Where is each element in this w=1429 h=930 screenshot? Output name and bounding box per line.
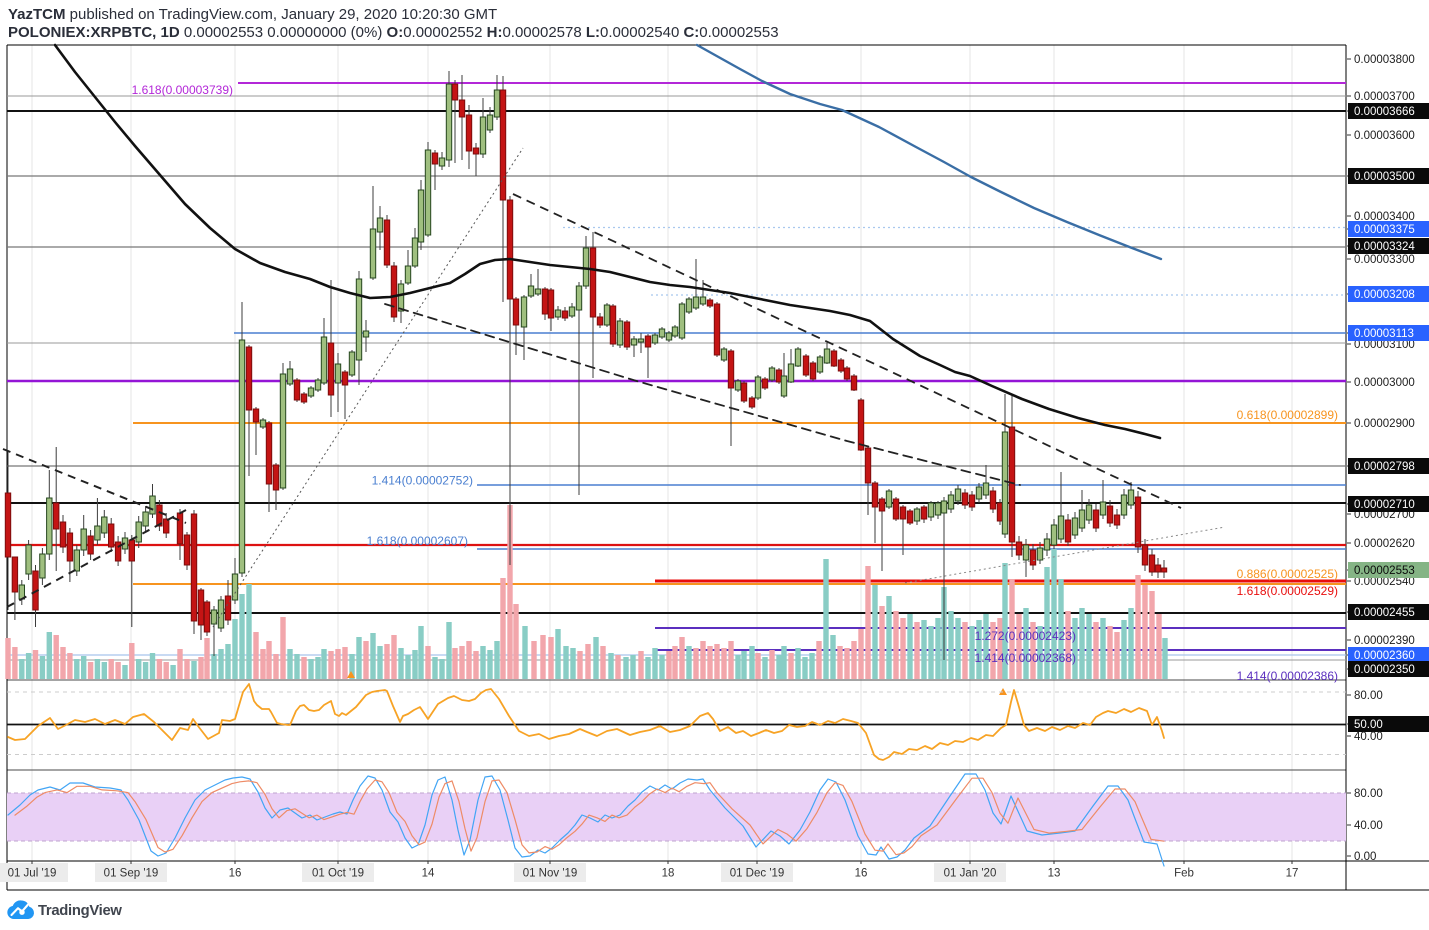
svg-text:0.00002455: 0.00002455 bbox=[1354, 607, 1415, 619]
svg-text:POLONIEX:XRPBTC, 1D 0.0000255: POLONIEX:XRPBTC, 1D 0.00002553 0.0000000… bbox=[8, 24, 779, 41]
svg-text:01 Dec '19: 01 Dec '19 bbox=[730, 868, 785, 880]
svg-text:16: 16 bbox=[229, 868, 242, 880]
svg-text:0.00002350: 0.00002350 bbox=[1354, 664, 1415, 676]
svg-text:13: 13 bbox=[1048, 868, 1061, 880]
svg-text:0.00003700: 0.00003700 bbox=[1354, 91, 1415, 103]
svg-text:14: 14 bbox=[422, 868, 435, 880]
svg-text:40.00: 40.00 bbox=[1354, 731, 1383, 743]
svg-text:50.00: 50.00 bbox=[1354, 719, 1383, 731]
svg-text:1.414(0.00002752): 1.414(0.00002752) bbox=[372, 474, 473, 488]
svg-text:1.618(0.00003739): 1.618(0.00003739) bbox=[132, 83, 233, 97]
svg-text:YazTCM published on TradingVie: YazTCM published on TradingView.com, Jan… bbox=[8, 6, 497, 23]
svg-text:0.00002540: 0.00002540 bbox=[1354, 576, 1415, 588]
svg-text:0.618(0.00002899): 0.618(0.00002899) bbox=[1237, 408, 1338, 422]
svg-text:17: 17 bbox=[1286, 868, 1299, 880]
svg-text:16: 16 bbox=[855, 868, 868, 880]
svg-text:0.00002360: 0.00002360 bbox=[1354, 650, 1415, 662]
svg-text:0.00003324: 0.00003324 bbox=[1354, 241, 1415, 253]
svg-text:01 Sep '19: 01 Sep '19 bbox=[104, 868, 159, 880]
svg-text:TradingView: TradingView bbox=[38, 903, 122, 919]
svg-text:80.00: 80.00 bbox=[1354, 788, 1383, 800]
svg-text:0.886(0.00002525): 0.886(0.00002525) bbox=[1237, 567, 1338, 581]
svg-text:80.00: 80.00 bbox=[1354, 690, 1383, 702]
svg-text:0.00002710: 0.00002710 bbox=[1354, 499, 1415, 511]
svg-text:01 Jan '20: 01 Jan '20 bbox=[944, 868, 997, 880]
svg-text:0.00002798: 0.00002798 bbox=[1354, 461, 1415, 473]
svg-text:0.00: 0.00 bbox=[1354, 851, 1376, 863]
svg-text:1.414(0.00002386): 1.414(0.00002386) bbox=[1237, 669, 1338, 683]
svg-text:0.00003800: 0.00003800 bbox=[1354, 54, 1415, 66]
svg-text:0.00003666: 0.00003666 bbox=[1354, 106, 1415, 118]
svg-text:0.00002900: 0.00002900 bbox=[1354, 418, 1415, 430]
svg-text:0.00002390: 0.00002390 bbox=[1354, 635, 1415, 647]
svg-text:40.00: 40.00 bbox=[1354, 820, 1383, 832]
svg-text:18: 18 bbox=[662, 868, 675, 880]
svg-text:0.00003208: 0.00003208 bbox=[1354, 289, 1415, 301]
svg-text:Feb: Feb bbox=[1174, 868, 1194, 880]
svg-text:0.00003113: 0.00003113 bbox=[1354, 328, 1414, 340]
svg-text:0.00002620: 0.00002620 bbox=[1354, 538, 1415, 550]
svg-text:1.414(0.00002368): 1.414(0.00002368) bbox=[975, 651, 1076, 665]
svg-text:0.00003100: 0.00003100 bbox=[1354, 339, 1415, 351]
svg-text:0.00003300: 0.00003300 bbox=[1354, 254, 1415, 266]
svg-text:01 Jul '19: 01 Jul '19 bbox=[8, 868, 57, 880]
svg-text:1.618(0.00002607): 1.618(0.00002607) bbox=[367, 534, 468, 548]
svg-text:01 Nov '19: 01 Nov '19 bbox=[523, 868, 578, 880]
svg-text:0.00003500: 0.00003500 bbox=[1354, 171, 1415, 183]
svg-text:1.618(0.00002529): 1.618(0.00002529) bbox=[1237, 584, 1338, 598]
svg-text:0.00002553: 0.00002553 bbox=[1354, 565, 1415, 577]
svg-text:0.00003000: 0.00003000 bbox=[1354, 377, 1415, 389]
svg-text:1.272(0.00002423): 1.272(0.00002423) bbox=[975, 629, 1076, 643]
svg-text:01 Oct '19: 01 Oct '19 bbox=[312, 868, 364, 880]
svg-text:0.00003375: 0.00003375 bbox=[1354, 224, 1415, 236]
svg-text:0.00003400: 0.00003400 bbox=[1354, 211, 1415, 223]
svg-text:0.00003600: 0.00003600 bbox=[1354, 130, 1415, 142]
